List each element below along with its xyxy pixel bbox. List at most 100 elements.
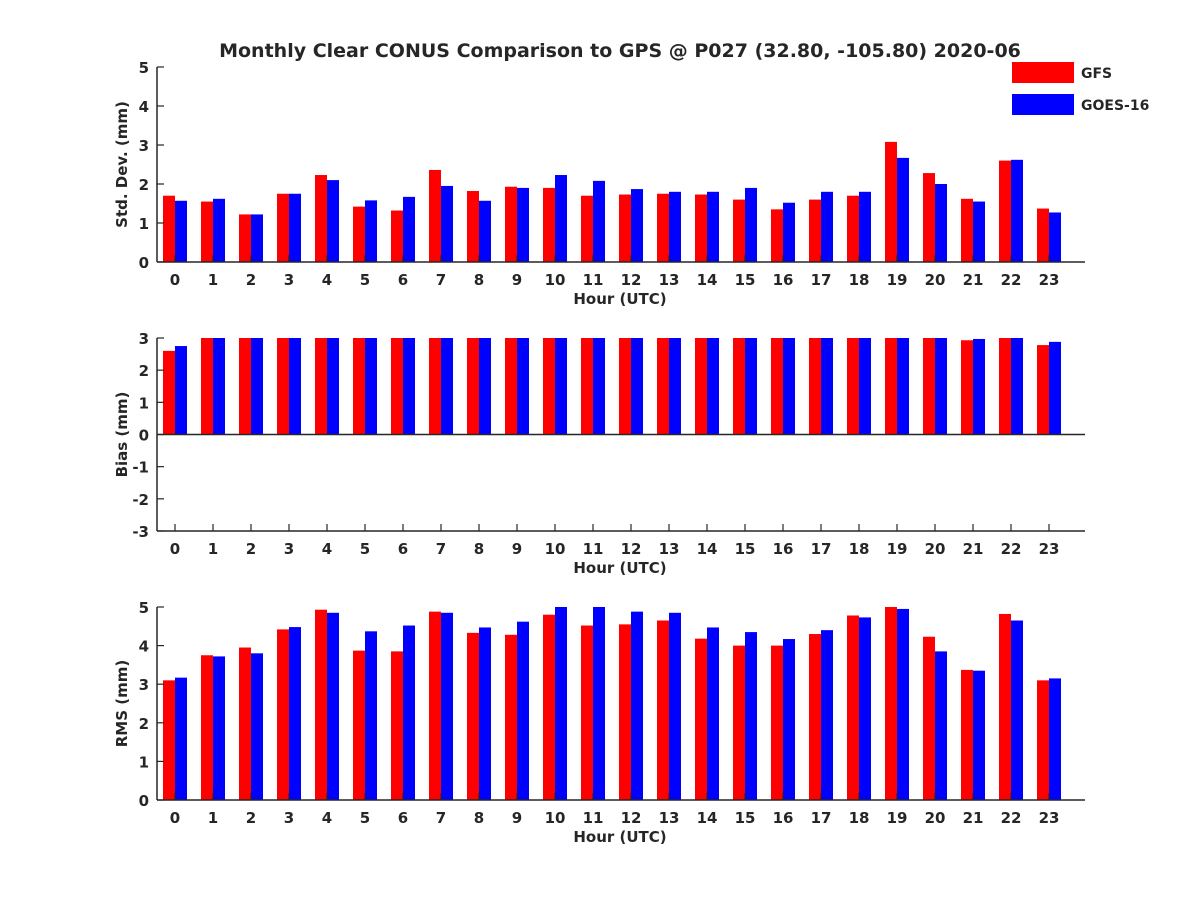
x-tick-label: 4 xyxy=(322,809,332,827)
x-tick-label: 22 xyxy=(1001,809,1022,827)
bar-gfs-hour-20 xyxy=(923,338,935,435)
y-tick-label: 4 xyxy=(139,638,149,656)
y-tick-label: 0 xyxy=(139,254,149,272)
bar-gfs-hour-5 xyxy=(353,206,365,262)
bar-goes-16-hour-11 xyxy=(593,607,605,800)
bar-goes-16-hour-21 xyxy=(973,338,985,435)
x-tick-label: 4 xyxy=(322,271,332,289)
bar-goes-16-hour-4 xyxy=(327,612,339,800)
bar-goes-16-hour-5 xyxy=(365,338,377,435)
x-tick-label: 9 xyxy=(512,271,522,289)
bar-gfs-hour-9 xyxy=(505,186,517,262)
bar-goes-16-hour-22 xyxy=(1011,620,1023,800)
x-tick-label: 17 xyxy=(811,809,832,827)
bar-goes-16-hour-0 xyxy=(175,200,187,262)
x-tick-label: 3 xyxy=(284,271,294,289)
bar-gfs-hour-1 xyxy=(201,655,213,800)
y-tick-label: 3 xyxy=(139,676,149,694)
y-axis-label: Bias (mm) xyxy=(113,392,131,478)
bar-goes-16-hour-10 xyxy=(555,607,567,800)
x-tick-label: 17 xyxy=(811,271,832,289)
x-tick-label: 5 xyxy=(360,809,370,827)
bar-gfs-hour-23 xyxy=(1037,345,1049,435)
x-tick-label: 14 xyxy=(697,540,718,558)
bar-gfs-hour-15 xyxy=(733,338,745,435)
y-tick-label: -2 xyxy=(132,491,149,509)
legend-label: GOES-16 xyxy=(1081,98,1149,114)
bar-gfs-hour-4 xyxy=(315,609,327,800)
bar-goes-16-hour-17 xyxy=(821,630,833,800)
x-tick-label: 20 xyxy=(925,540,946,558)
bar-goes-16-hour-2 xyxy=(251,214,263,262)
bar-gfs-hour-1 xyxy=(201,201,213,262)
bar-goes-16-hour-4 xyxy=(327,180,339,262)
bar-gfs-hour-18 xyxy=(847,338,859,435)
bar-gfs-hour-2 xyxy=(239,214,251,262)
bar-gfs-hour-10 xyxy=(543,187,555,262)
bar-gfs-hour-10 xyxy=(543,338,555,435)
bar-gfs-hour-3 xyxy=(277,338,289,435)
bar-goes-16-hour-7 xyxy=(441,338,453,435)
x-tick-label: 1 xyxy=(208,809,218,827)
bar-gfs-hour-16 xyxy=(771,338,783,435)
x-tick-label: 16 xyxy=(773,271,794,289)
bar-gfs-hour-7 xyxy=(429,338,441,435)
bar-goes-16-hour-15 xyxy=(745,632,757,800)
bar-gfs-hour-19 xyxy=(885,338,897,435)
bar-gfs-hour-6 xyxy=(391,210,403,262)
x-tick-label: 0 xyxy=(170,540,180,558)
x-tick-label: 15 xyxy=(735,271,756,289)
bar-gfs-hour-17 xyxy=(809,338,821,435)
y-tick-label: 5 xyxy=(139,59,149,77)
x-tick-label: 5 xyxy=(360,271,370,289)
x-tick-label: 8 xyxy=(474,809,484,827)
bar-goes-16-hour-6 xyxy=(403,338,415,435)
bar-gfs-hour-14 xyxy=(695,338,707,435)
y-tick-label: 2 xyxy=(139,176,149,194)
x-tick-label: 12 xyxy=(621,809,642,827)
bar-gfs-hour-21 xyxy=(961,340,973,435)
x-tick-label: 11 xyxy=(583,271,604,289)
bar-gfs-hour-3 xyxy=(277,629,289,800)
bar-goes-16-hour-19 xyxy=(897,338,909,435)
x-tick-label: 14 xyxy=(697,271,718,289)
bar-goes-16-hour-23 xyxy=(1049,678,1061,800)
bar-goes-16-hour-6 xyxy=(403,196,415,262)
bar-gfs-hour-15 xyxy=(733,199,745,262)
bar-goes-16-hour-17 xyxy=(821,338,833,435)
bar-goes-16-hour-5 xyxy=(365,631,377,800)
x-tick-label: 4 xyxy=(322,540,332,558)
bar-gfs-hour-8 xyxy=(467,632,479,800)
bar-gfs-hour-7 xyxy=(429,169,441,262)
y-tick-label: 0 xyxy=(139,427,149,445)
x-tick-label: 12 xyxy=(621,540,642,558)
x-tick-label: 22 xyxy=(1001,540,1022,558)
bar-goes-16-hour-12 xyxy=(631,189,643,262)
bar-goes-16-hour-0 xyxy=(175,346,187,435)
bar-gfs-hour-20 xyxy=(923,636,935,800)
x-tick-label: 7 xyxy=(436,271,446,289)
bar-gfs-hour-22 xyxy=(999,160,1011,262)
bar-gfs-hour-8 xyxy=(467,191,479,262)
bar-goes-16-hour-2 xyxy=(251,338,263,435)
x-tick-label: 22 xyxy=(1001,271,1022,289)
x-tick-label: 13 xyxy=(659,809,680,827)
x-tick-label: 20 xyxy=(925,271,946,289)
x-tick-label: 18 xyxy=(849,809,870,827)
bar-goes-16-hour-14 xyxy=(707,338,719,435)
x-tick-label: 21 xyxy=(963,809,984,827)
bar-goes-16-hour-18 xyxy=(859,191,871,262)
bar-gfs-hour-0 xyxy=(163,195,175,262)
bar-goes-16-hour-14 xyxy=(707,191,719,262)
bar-goes-16-hour-9 xyxy=(517,621,529,800)
x-tick-label: 19 xyxy=(887,809,908,827)
legend-label: GFS xyxy=(1081,66,1112,82)
bar-goes-16-hour-16 xyxy=(783,338,795,435)
bar-goes-16-hour-3 xyxy=(289,627,301,800)
chart-title: Monthly Clear CONUS Comparison to GPS @ … xyxy=(219,40,1021,62)
bar-goes-16-hour-5 xyxy=(365,200,377,262)
bar-goes-16-hour-21 xyxy=(973,670,985,800)
bar-gfs-hour-10 xyxy=(543,614,555,800)
bar-goes-16-hour-17 xyxy=(821,191,833,262)
